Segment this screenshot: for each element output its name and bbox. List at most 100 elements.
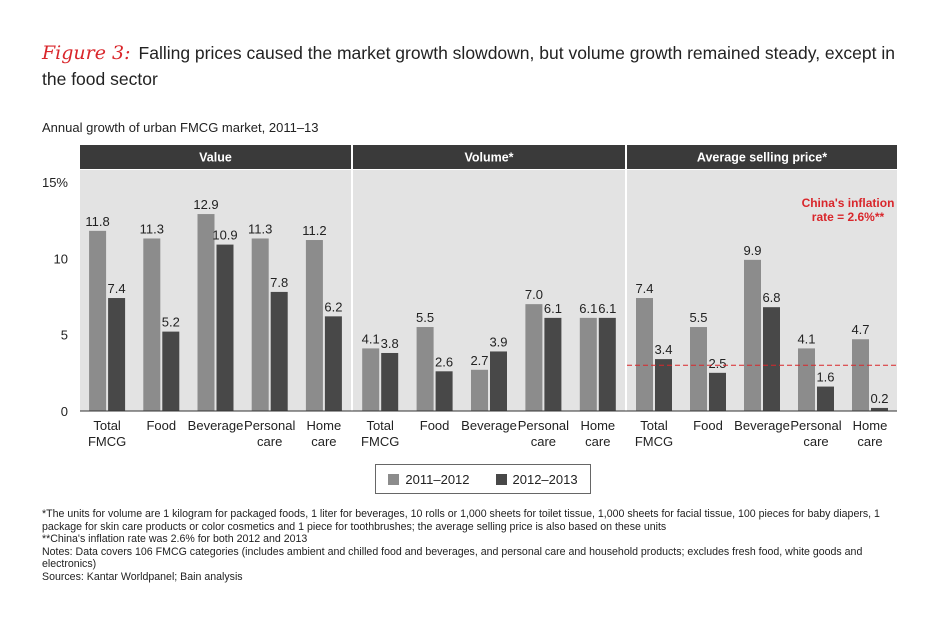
category-label: FMCG [88, 434, 126, 449]
y-tick-label: 0 [61, 404, 68, 419]
data-label: 2.6 [435, 354, 453, 369]
bar [579, 317, 597, 411]
legend: 2011–2012 2012–2013 [375, 464, 591, 494]
legend-swatch-2012-2013 [495, 473, 507, 485]
category-label: Total [366, 418, 394, 433]
data-label: 9.9 [743, 243, 761, 258]
category-label: Personal [518, 418, 569, 433]
panel-title: Average selling price* [697, 151, 827, 165]
y-tick-label: 5 [61, 328, 68, 343]
category-label: care [257, 434, 282, 449]
bar [381, 352, 399, 411]
footnote-inflation: **China's inflation rate was 2.6% for bo… [42, 533, 308, 546]
bar [598, 317, 616, 411]
bar [655, 359, 672, 411]
data-label: 4.1 [362, 331, 380, 346]
legend-item-2012-2013: 2012–2013 [495, 471, 578, 487]
data-label: 12.9 [193, 197, 218, 212]
category-label: Home [307, 418, 342, 433]
category-label: care [857, 434, 882, 449]
data-label: 3.9 [489, 334, 507, 349]
data-label: 5.5 [689, 310, 707, 325]
category-label: Total [93, 418, 121, 433]
category-label: Beverage [734, 418, 790, 433]
panel-title: Value [199, 151, 232, 165]
panel-header [627, 145, 897, 169]
inflation-annotation: China's inflation [802, 196, 895, 210]
data-label: 7.4 [108, 281, 126, 296]
data-label: 11.3 [248, 221, 272, 236]
bar [362, 348, 380, 411]
bar [817, 386, 834, 411]
data-label: 11.8 [85, 214, 109, 229]
data-label: 6.8 [762, 290, 780, 305]
data-label: 3.4 [654, 342, 672, 357]
category-label: Beverage [188, 418, 244, 433]
panel-header [80, 145, 351, 169]
category-label: Food [146, 418, 176, 433]
panel-background [353, 170, 625, 411]
chart-subtitle: Annual growth of urban FMCG market, 2011… [42, 120, 319, 135]
bar [324, 316, 342, 411]
bar [525, 304, 543, 411]
bar [89, 230, 107, 411]
footnote-data-coverage: Notes: Data covers 106 FMCG categories (… [42, 545, 863, 571]
legend-swatch-2011-2012 [388, 473, 400, 485]
category-label: Total [640, 418, 668, 433]
data-label: 2.7 [470, 353, 488, 368]
category-label: care [803, 434, 828, 449]
bar [216, 244, 234, 411]
panel-title: Volume* [464, 151, 513, 165]
bar [490, 351, 507, 411]
category-label: Home [853, 418, 888, 433]
data-label: 3.8 [381, 336, 399, 351]
legend-label-2012-2013: 2012–2013 [512, 471, 578, 487]
category-label: Beverage [461, 418, 517, 433]
bar [871, 407, 888, 411]
data-label: 4.1 [797, 331, 815, 346]
figure-label: Figure 3: [42, 42, 131, 64]
bar [162, 331, 180, 411]
legend-item-2011-2012: 2011–2012 [388, 471, 470, 487]
bar [416, 327, 434, 411]
bar [143, 238, 161, 411]
bar [636, 298, 653, 411]
bar [852, 339, 869, 411]
inflation-annotation: rate = 2.6%** [812, 210, 885, 224]
category-label: Personal [244, 418, 295, 433]
data-label: 11.3 [140, 221, 164, 236]
bar [108, 298, 126, 411]
y-tick-label: 15% [42, 175, 68, 190]
data-label: 6.1 [544, 301, 562, 316]
category-label: Home [580, 418, 615, 433]
data-label: 0.2 [870, 391, 888, 406]
category-label: Food [420, 418, 450, 433]
legend-label-2011-2012: 2011–2012 [405, 471, 470, 487]
bar [305, 240, 323, 411]
bar [435, 371, 453, 411]
data-label: 1.6 [816, 370, 834, 385]
bar [270, 291, 288, 411]
bar [471, 369, 488, 411]
data-label: 11.2 [302, 223, 326, 238]
category-label: Food [693, 418, 723, 433]
y-tick-label: 10 [54, 251, 68, 266]
data-label: 5.2 [162, 315, 180, 330]
bar [690, 327, 707, 411]
panel-background [80, 170, 351, 411]
data-label: 10.9 [212, 228, 237, 243]
bar [544, 317, 562, 411]
category-label: Personal [790, 418, 841, 433]
category-label: care [311, 434, 336, 449]
bar [744, 259, 761, 411]
category-label: care [531, 434, 556, 449]
data-label: 7.0 [525, 287, 543, 302]
panel-header [353, 145, 625, 169]
data-label: 6.1 [598, 301, 616, 316]
figure-title: Figure 3: Falling prices caused the marke… [42, 40, 922, 92]
data-label: 5.5 [416, 310, 434, 325]
bar [763, 307, 780, 411]
bar [251, 238, 269, 411]
category-label: care [585, 434, 610, 449]
bar-chart: 051015%Value11.87.4TotalFMCG11.35.2Food1… [42, 145, 897, 449]
